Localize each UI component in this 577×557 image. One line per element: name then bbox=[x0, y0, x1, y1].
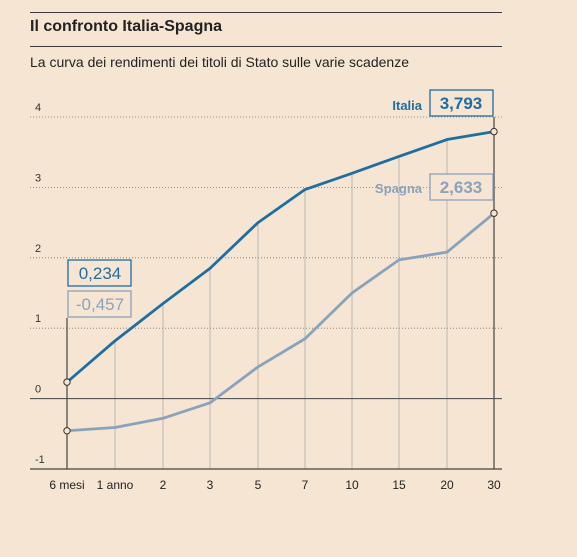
y-tick-label: 3 bbox=[35, 172, 41, 184]
x-tick-label: 5 bbox=[255, 478, 262, 492]
x-tick-label: 10 bbox=[345, 478, 359, 492]
x-tick-label: 2 bbox=[160, 478, 167, 492]
series-line-spagna bbox=[66, 212, 495, 433]
italia-end-box bbox=[429, 89, 494, 117]
endpoint-marker bbox=[63, 427, 71, 435]
x-tick-label: 15 bbox=[392, 478, 406, 492]
y-tick-label: 2 bbox=[35, 243, 41, 255]
italia-start-value: 0,234 bbox=[79, 264, 122, 283]
title-rule bbox=[30, 46, 502, 47]
x-tick-label: 20 bbox=[440, 478, 454, 492]
y-tick-label: 4 bbox=[35, 102, 41, 114]
x-tick-label: 7 bbox=[302, 478, 309, 492]
spagna-start-box bbox=[67, 290, 132, 318]
spagna-end-value: 2,633 bbox=[440, 178, 483, 197]
spagna-series-name: Spagna bbox=[375, 181, 423, 196]
x-tick-label: 3 bbox=[207, 478, 214, 492]
italia-start-box bbox=[67, 259, 132, 287]
y-tick-label: 0 bbox=[35, 384, 41, 396]
x-tick-label: 1 anno bbox=[97, 478, 134, 492]
chart-title: Il confronto Italia-Spagna bbox=[30, 18, 223, 35]
y-tick-label: -1 bbox=[35, 454, 45, 466]
x-tick-label: 30 bbox=[487, 478, 501, 492]
endpoint-marker bbox=[490, 209, 498, 217]
spagna-end-box bbox=[429, 173, 494, 201]
series-line-italia bbox=[66, 130, 495, 384]
endpoint-marker bbox=[490, 127, 498, 136]
spagna-start-value: -0,457 bbox=[76, 295, 124, 314]
italia-series-name: Italia bbox=[392, 98, 422, 113]
x-tick-label: 6 mesi bbox=[49, 478, 84, 492]
endpoint-marker bbox=[63, 378, 71, 386]
y-tick-label: 1 bbox=[35, 313, 41, 325]
top-rule bbox=[30, 12, 502, 13]
chart-subtitle: La curva dei rendimenti dei titoli di St… bbox=[30, 54, 409, 70]
italia-end-value: 3,793 bbox=[440, 94, 483, 113]
